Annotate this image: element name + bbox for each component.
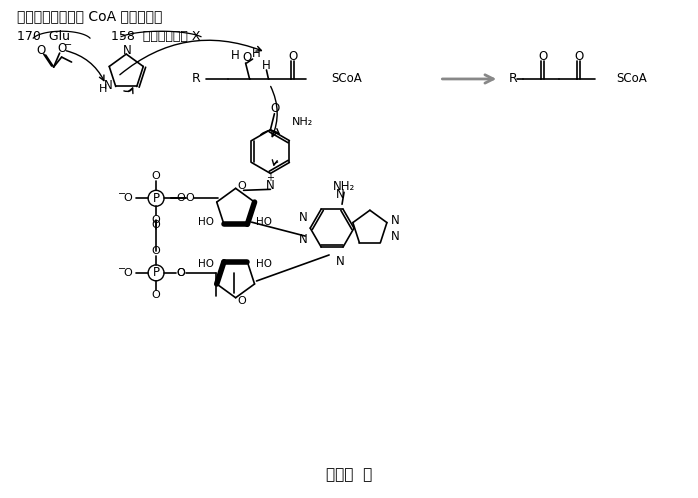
Text: O: O bbox=[237, 181, 246, 191]
Text: H: H bbox=[252, 47, 261, 60]
Text: O: O bbox=[151, 171, 161, 181]
Text: +: + bbox=[267, 173, 274, 183]
Text: NH₂: NH₂ bbox=[333, 180, 355, 193]
Text: O: O bbox=[177, 268, 185, 278]
Text: N: N bbox=[336, 255, 344, 268]
Text: H: H bbox=[262, 59, 271, 72]
Text: O: O bbox=[289, 50, 298, 63]
Text: HO: HO bbox=[255, 217, 272, 227]
Text: O: O bbox=[271, 102, 280, 115]
Text: N: N bbox=[391, 214, 399, 227]
Text: O: O bbox=[36, 44, 45, 57]
Text: R: R bbox=[509, 72, 518, 86]
Text: 補酵素  ア: 補酵素 ア bbox=[326, 467, 372, 482]
Text: NH₂: NH₂ bbox=[292, 117, 313, 126]
Text: P: P bbox=[153, 266, 160, 279]
Text: N: N bbox=[104, 79, 113, 92]
Text: ヒドロキシアシル CoA 脱水素酵素: ヒドロキシアシル CoA 脱水素酵素 bbox=[17, 9, 162, 23]
Text: N: N bbox=[391, 230, 399, 243]
Text: HO: HO bbox=[198, 217, 214, 227]
Text: O: O bbox=[185, 193, 194, 203]
Text: O: O bbox=[177, 193, 185, 203]
Text: 158  アミノ酸残基 X: 158 アミノ酸残基 X bbox=[112, 30, 201, 43]
Text: N: N bbox=[299, 211, 307, 224]
Text: O: O bbox=[57, 42, 66, 55]
Text: O: O bbox=[151, 246, 161, 256]
Text: O: O bbox=[151, 290, 161, 300]
Text: O: O bbox=[538, 50, 547, 63]
Text: O: O bbox=[124, 268, 132, 278]
Text: O: O bbox=[151, 215, 161, 225]
Text: O: O bbox=[574, 50, 584, 63]
Text: −: − bbox=[118, 264, 126, 274]
Text: H: H bbox=[98, 85, 107, 95]
Text: SCoA: SCoA bbox=[616, 72, 647, 86]
Text: −: − bbox=[118, 189, 126, 199]
Text: HO: HO bbox=[255, 259, 272, 269]
Text: R: R bbox=[191, 72, 200, 86]
Text: O: O bbox=[124, 193, 132, 203]
Text: N: N bbox=[123, 44, 132, 57]
Text: O: O bbox=[177, 268, 185, 278]
Text: HO: HO bbox=[198, 259, 214, 269]
Text: SCoA: SCoA bbox=[331, 72, 362, 86]
Text: H: H bbox=[231, 49, 240, 62]
Text: N: N bbox=[299, 233, 307, 246]
Text: O: O bbox=[151, 220, 161, 230]
Text: N: N bbox=[336, 188, 344, 201]
Text: N: N bbox=[266, 179, 275, 192]
Text: 170  Glu: 170 Glu bbox=[17, 30, 70, 43]
Text: O: O bbox=[237, 296, 246, 306]
Text: P: P bbox=[153, 192, 160, 205]
Text: −: − bbox=[64, 40, 72, 50]
Text: O: O bbox=[242, 51, 251, 64]
